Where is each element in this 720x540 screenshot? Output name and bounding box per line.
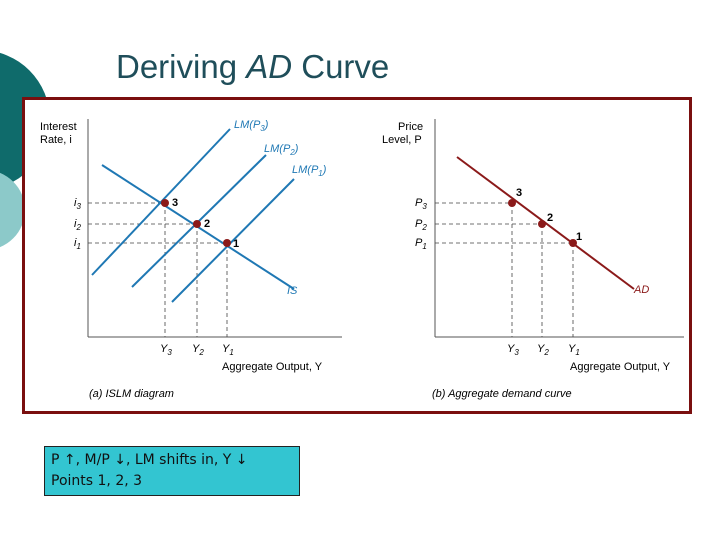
point-b-1-label: 1	[576, 231, 582, 243]
ylevel-i2: i2	[74, 218, 81, 232]
note-line2: Points 1, 2, 3	[51, 473, 143, 489]
decor-circle-light	[0, 172, 25, 248]
figure-frame	[22, 97, 692, 414]
lm-label-p2: LM(P2)	[264, 143, 299, 157]
panel-b-xlabel: Aggregate Output, Y	[570, 361, 671, 373]
lm-curve-p1	[171, 178, 295, 303]
point-a-1	[223, 239, 231, 247]
xtick-a-y1: Y1	[222, 343, 234, 357]
panel-a-caption: (a) ISLM diagram	[89, 388, 174, 400]
ylevel-p1: P1	[415, 237, 427, 251]
panel-a-ylabel-line1: Interest	[40, 121, 77, 133]
title-emph: AD	[246, 48, 293, 85]
ylevel-i3: i3	[74, 197, 81, 211]
point-b-2-label: 2	[547, 212, 553, 224]
panel-a-ylabel-line2: Rate, i	[40, 134, 72, 146]
point-b-2	[538, 220, 546, 228]
note-box: P ↑, M/P ↓, LM shifts in, Y ↓ Points 1, …	[44, 446, 300, 496]
point-b-1	[569, 239, 577, 247]
point-a-3	[161, 199, 169, 207]
note-line1: P ↑, M/P ↓, LM shifts in, Y ↓	[51, 452, 248, 468]
point-a-2-label: 2	[204, 218, 210, 230]
xtick-a-y2: Y2	[192, 343, 204, 357]
panel-b-caption: (b) Aggregate demand curve	[432, 388, 572, 400]
ad-label: AD	[633, 284, 649, 296]
ylevel-p3: P3	[415, 197, 427, 211]
lm-label-p3: LM(P3)	[234, 119, 269, 133]
figure-diagram: Interest Rate, i LM(P3) LM(P2) LM(P1) IS…	[40, 119, 684, 400]
panel-b-ylabel-line1: Price	[398, 121, 423, 133]
xtick-b-y1: Y1	[568, 343, 580, 357]
point-b-3-label: 3	[516, 187, 522, 199]
ylevel-p2: P2	[415, 218, 427, 232]
is-label: IS	[287, 285, 298, 297]
ylevel-i1: i1	[74, 237, 81, 251]
panel-b-guides	[435, 202, 574, 337]
xtick-b-y2: Y2	[537, 343, 549, 357]
lm-label-p1: LM(P1)	[292, 164, 327, 178]
xtick-a-y3: Y3	[160, 343, 172, 357]
panel-a-guides	[88, 202, 228, 337]
slide-title: Deriving AD Curve	[116, 48, 389, 86]
point-b-3	[508, 199, 516, 207]
panel-b-ad: Price Level, P AD 3 2 1 P3 P2 P1 Y3 Y2 Y…	[382, 119, 684, 400]
panel-b-ylabel-line2: Level, P	[382, 134, 422, 146]
point-a-2	[193, 220, 201, 228]
title-prefix: Deriving	[116, 48, 247, 85]
title-suffix: Curve	[292, 48, 390, 85]
point-a-3-label: 3	[172, 197, 178, 209]
xtick-b-y3: Y3	[507, 343, 519, 357]
panel-a-islm: Interest Rate, i LM(P3) LM(P2) LM(P1) IS…	[40, 119, 342, 400]
point-a-1-label: 1	[233, 238, 239, 250]
panel-a-xlabel: Aggregate Output, Y	[222, 361, 323, 373]
